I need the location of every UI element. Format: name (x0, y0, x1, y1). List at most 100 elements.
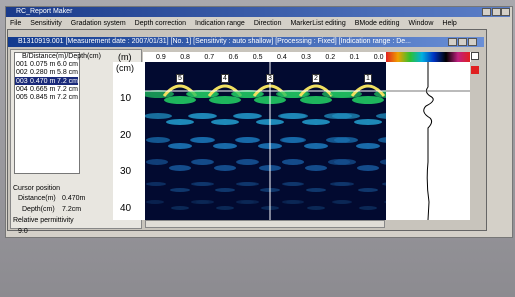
window-button[interactable] (482, 8, 491, 16)
radar-reflection (282, 137, 306, 143)
app-title: RC_Report Maker (16, 7, 72, 17)
depth-value: 7.2cm (62, 205, 81, 214)
radar-reflection (334, 137, 358, 143)
radar-reflection (171, 206, 189, 210)
menu-item[interactable]: MarkerList editing (290, 19, 345, 28)
window-button[interactable] (501, 8, 510, 16)
document-title: B1310919.001 [Measurement date : 2007/01… (18, 37, 438, 47)
radar-reflection (191, 182, 211, 186)
radar-reflection (280, 113, 308, 119)
x-tick-label: 0.4 (277, 53, 287, 62)
app-title-bar (6, 7, 510, 17)
radar-reflection (170, 188, 190, 192)
menu-item[interactable]: Help (442, 19, 456, 28)
radar-reflection (302, 119, 330, 125)
x-tick-label: 0.6 (229, 53, 239, 62)
radar-reflection (282, 159, 304, 165)
menu-item[interactable]: File (10, 19, 21, 28)
radar-reflection (306, 188, 326, 192)
cursor-title: Cursor position (13, 184, 60, 193)
x-tick-label: 0.2 (325, 53, 335, 62)
radar-reflection (236, 200, 254, 204)
window-button[interactable] (458, 38, 467, 46)
marker-label: 2 (314, 74, 318, 83)
radar-reflection (166, 119, 194, 125)
radar-reflection (304, 143, 328, 149)
marker-label: 4 (223, 74, 227, 83)
radar-reflection (236, 137, 260, 143)
radar-reflection (359, 206, 377, 210)
radar-reflection (209, 96, 241, 104)
distance-value: 0.470m (62, 194, 85, 203)
radar-reflection (146, 137, 170, 143)
radar-reflection (169, 165, 191, 171)
y-tick-label: 20 (120, 131, 131, 140)
radar-reflection (236, 159, 258, 165)
red-indicator (471, 66, 479, 74)
depth-axis-bar (113, 62, 145, 220)
radar-reflection (191, 137, 215, 143)
radar-reflection (300, 96, 332, 104)
radar-reflection (168, 143, 192, 149)
x-tick-label: 0.9 (156, 53, 166, 62)
menu-item[interactable]: Sensitivity (30, 19, 62, 28)
radar-reflection (191, 200, 209, 204)
list-cell: 7.2 cm (57, 93, 78, 102)
radar-image (145, 62, 386, 220)
color-scale (386, 52, 470, 62)
radar-reflection (334, 159, 356, 165)
radar-reflection (191, 159, 213, 165)
radar-reflection (357, 165, 379, 171)
marker-label: 3 (268, 74, 272, 83)
menu-item[interactable]: Indication range (195, 19, 245, 28)
radar-reflection (146, 200, 164, 204)
menu-item[interactable]: BMode editing (355, 19, 400, 28)
radar-reflection (282, 200, 300, 204)
permittivity-value: 9.0 (18, 227, 28, 236)
radar-reflection (145, 113, 172, 119)
horizontal-scrollbar[interactable] (145, 220, 385, 228)
radar-reflection (146, 182, 166, 186)
permittivity-label: Relative permittivity (13, 216, 74, 225)
radar-reflection (146, 159, 168, 165)
radar-reflection (211, 119, 239, 125)
radar-reflection (334, 200, 352, 204)
radar-reflection (214, 165, 236, 171)
window-button[interactable] (448, 38, 457, 46)
x-tick-label: 0.3 (301, 53, 311, 62)
y-tick-label: 30 (120, 167, 131, 176)
y-unit: (cm) (116, 64, 134, 73)
radar-reflection (234, 113, 262, 119)
close-panel-button[interactable] (471, 52, 479, 60)
trace-plot (386, 62, 470, 220)
radar-reflection (334, 182, 354, 186)
distance-label: Distance(m) (18, 194, 56, 203)
list-cell: 0.845 m (30, 93, 55, 102)
menu-item[interactable]: Direction (254, 19, 282, 28)
radar-reflection (213, 143, 237, 149)
radar-reflection (216, 206, 234, 210)
x-tick-label: 0.7 (204, 53, 214, 62)
radar-reflection (236, 182, 256, 186)
window-button[interactable] (468, 38, 477, 46)
marker-label: 1 (366, 74, 370, 83)
menu-item[interactable]: Window (408, 19, 433, 28)
radar-reflection (354, 119, 382, 125)
window-button[interactable] (492, 8, 501, 16)
screen: RC_Report Maker B1310919.001 [Measurement… (0, 0, 515, 297)
radar-reflection (307, 206, 325, 210)
radar-reflection (164, 96, 196, 104)
x-tick-label: 0.1 (350, 53, 360, 62)
x-tick-label: 0.5 (253, 53, 263, 62)
x-tick-label: 0.8 (180, 53, 190, 62)
radar-reflection (305, 165, 327, 171)
menu-item[interactable]: Gradation system (71, 19, 126, 28)
radar-reflection (189, 113, 217, 119)
radar-reflection (332, 113, 360, 119)
x-unit: (m) (118, 53, 132, 62)
radar-reflection (352, 96, 384, 104)
radar-reflection (282, 182, 302, 186)
radar-reflection (356, 143, 380, 149)
menu-item[interactable]: Depth correction (135, 19, 186, 28)
y-tick-label: 10 (120, 94, 131, 103)
